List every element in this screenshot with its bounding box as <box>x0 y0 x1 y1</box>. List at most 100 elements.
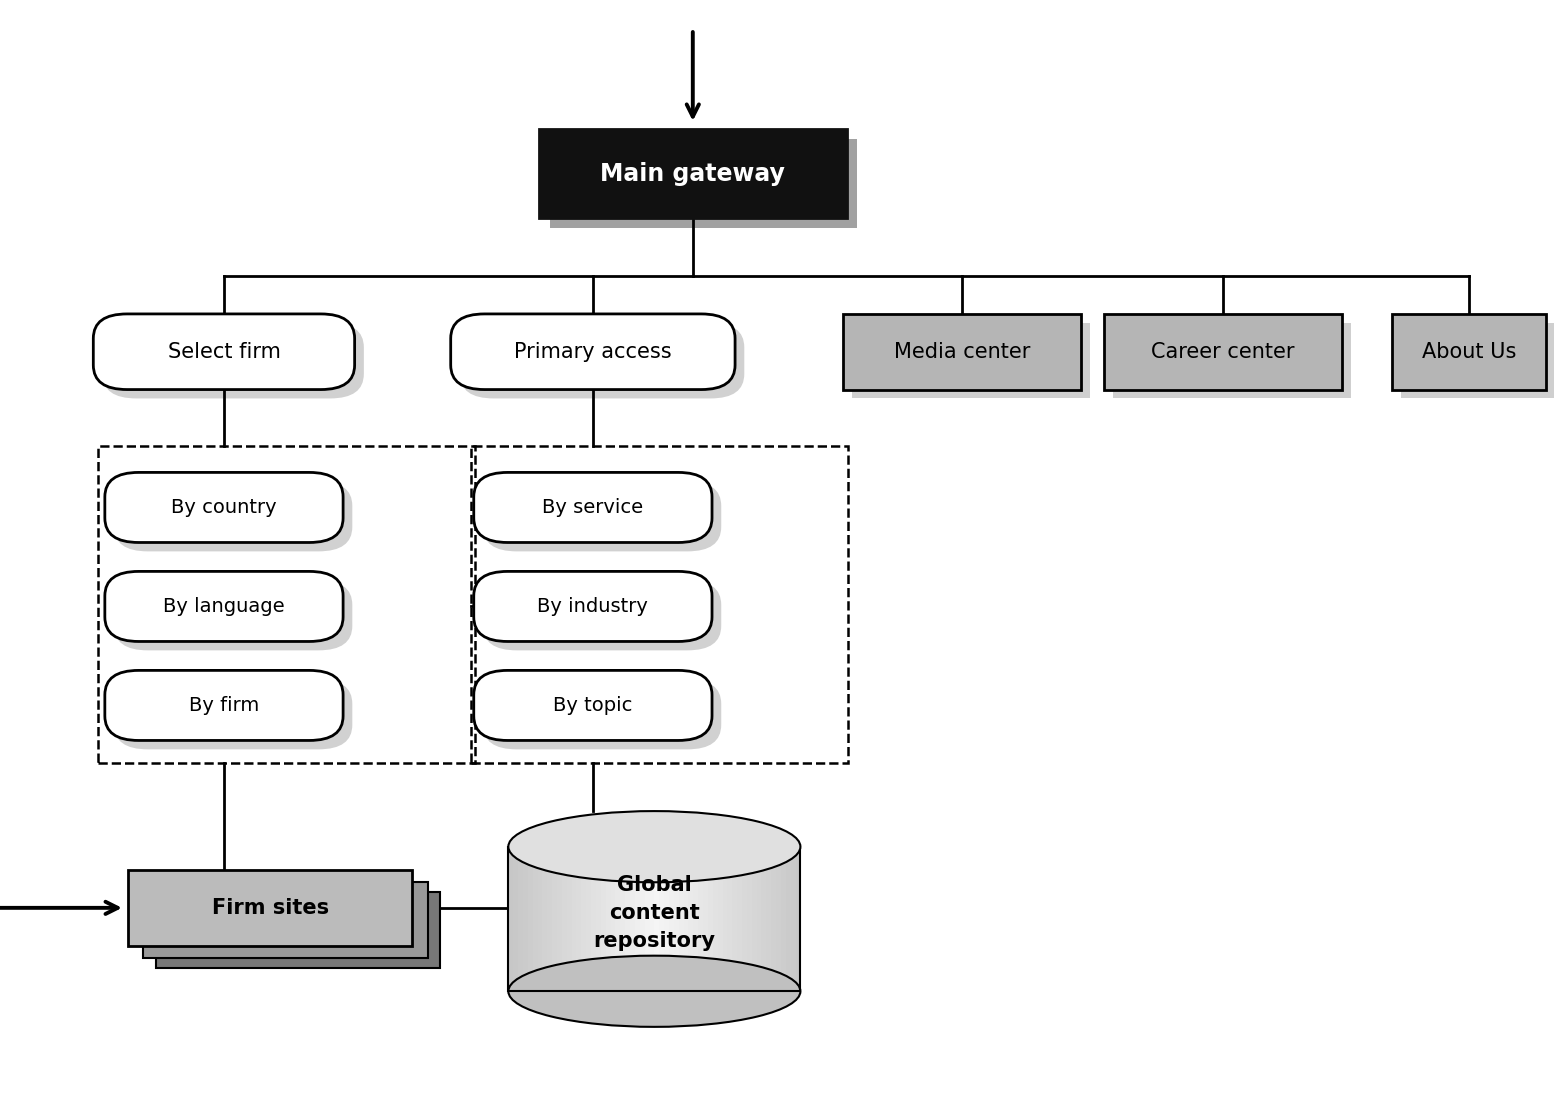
Bar <box>1401 323 1555 398</box>
Bar <box>577 846 582 991</box>
Bar <box>471 446 847 764</box>
Bar <box>508 846 801 991</box>
Bar <box>673 846 678 991</box>
Text: By industry: By industry <box>538 597 648 615</box>
FancyBboxPatch shape <box>460 323 745 398</box>
Bar <box>776 846 781 991</box>
Bar <box>586 846 591 991</box>
FancyBboxPatch shape <box>104 473 344 543</box>
Bar <box>550 139 857 229</box>
Bar <box>513 846 518 991</box>
Bar <box>591 846 596 991</box>
Bar <box>762 846 767 991</box>
Bar <box>538 846 543 991</box>
Bar <box>751 846 757 991</box>
Bar <box>596 846 600 991</box>
FancyBboxPatch shape <box>484 580 722 650</box>
Bar <box>156 892 440 968</box>
Bar <box>1392 314 1546 389</box>
Bar <box>781 846 785 991</box>
Bar <box>98 446 474 764</box>
Bar <box>566 846 572 991</box>
Text: Primary access: Primary access <box>515 341 672 361</box>
Bar <box>572 846 577 991</box>
Ellipse shape <box>508 956 801 1027</box>
Bar <box>757 846 762 991</box>
Bar <box>527 846 533 991</box>
Bar <box>728 846 732 991</box>
Bar <box>547 846 552 991</box>
Text: By topic: By topic <box>554 696 633 715</box>
FancyBboxPatch shape <box>93 314 355 389</box>
Bar <box>128 870 412 946</box>
Bar <box>543 846 547 991</box>
Bar <box>522 846 527 991</box>
Bar <box>616 846 620 991</box>
Bar <box>684 846 689 991</box>
Bar <box>650 846 655 991</box>
Bar <box>703 846 708 991</box>
Text: Career center: Career center <box>1151 341 1295 361</box>
Bar <box>606 846 611 991</box>
Bar <box>712 846 718 991</box>
Bar <box>742 846 746 991</box>
Bar <box>771 846 776 991</box>
Bar <box>659 846 664 991</box>
Text: By language: By language <box>163 597 285 615</box>
Text: Main gateway: Main gateway <box>600 162 785 186</box>
Bar <box>746 846 751 991</box>
Bar <box>645 846 650 991</box>
FancyBboxPatch shape <box>104 670 344 740</box>
Bar <box>796 846 801 991</box>
Text: Media center: Media center <box>894 341 1029 361</box>
Bar <box>698 846 703 991</box>
Bar <box>600 846 606 991</box>
FancyBboxPatch shape <box>114 580 353 650</box>
Bar <box>723 846 728 991</box>
Bar <box>669 846 673 991</box>
Text: By service: By service <box>543 498 644 517</box>
Text: Firm sites: Firm sites <box>211 898 328 918</box>
FancyBboxPatch shape <box>474 670 712 740</box>
Bar <box>557 846 561 991</box>
Bar <box>533 846 538 991</box>
Bar <box>737 846 742 991</box>
FancyBboxPatch shape <box>474 473 712 543</box>
Bar <box>611 846 616 991</box>
FancyBboxPatch shape <box>114 482 353 552</box>
FancyBboxPatch shape <box>114 679 353 749</box>
FancyBboxPatch shape <box>484 482 722 552</box>
Bar <box>767 846 771 991</box>
Bar <box>790 846 796 991</box>
Bar <box>785 846 790 991</box>
Bar <box>630 846 634 991</box>
Bar <box>655 846 659 991</box>
FancyBboxPatch shape <box>104 571 344 641</box>
Bar <box>639 846 645 991</box>
Bar <box>561 846 566 991</box>
Bar <box>708 846 712 991</box>
FancyBboxPatch shape <box>484 679 722 749</box>
Bar <box>689 846 694 991</box>
Bar <box>508 846 513 991</box>
Bar <box>143 882 428 958</box>
Text: By country: By country <box>171 498 277 517</box>
Bar <box>582 846 586 991</box>
Bar <box>664 846 669 991</box>
Text: Select firm: Select firm <box>168 341 280 361</box>
FancyBboxPatch shape <box>474 571 712 641</box>
Text: Global
content
repository: Global content repository <box>594 875 715 951</box>
Bar <box>620 846 625 991</box>
Bar <box>1113 323 1351 398</box>
Bar <box>634 846 639 991</box>
FancyBboxPatch shape <box>451 314 736 389</box>
Bar <box>518 846 522 991</box>
Ellipse shape <box>508 811 801 882</box>
Bar <box>625 846 630 991</box>
Bar <box>552 846 557 991</box>
Bar <box>694 846 698 991</box>
Text: About Us: About Us <box>1421 341 1516 361</box>
Bar <box>732 846 737 991</box>
Bar <box>540 129 846 219</box>
Text: By firm: By firm <box>188 696 260 715</box>
